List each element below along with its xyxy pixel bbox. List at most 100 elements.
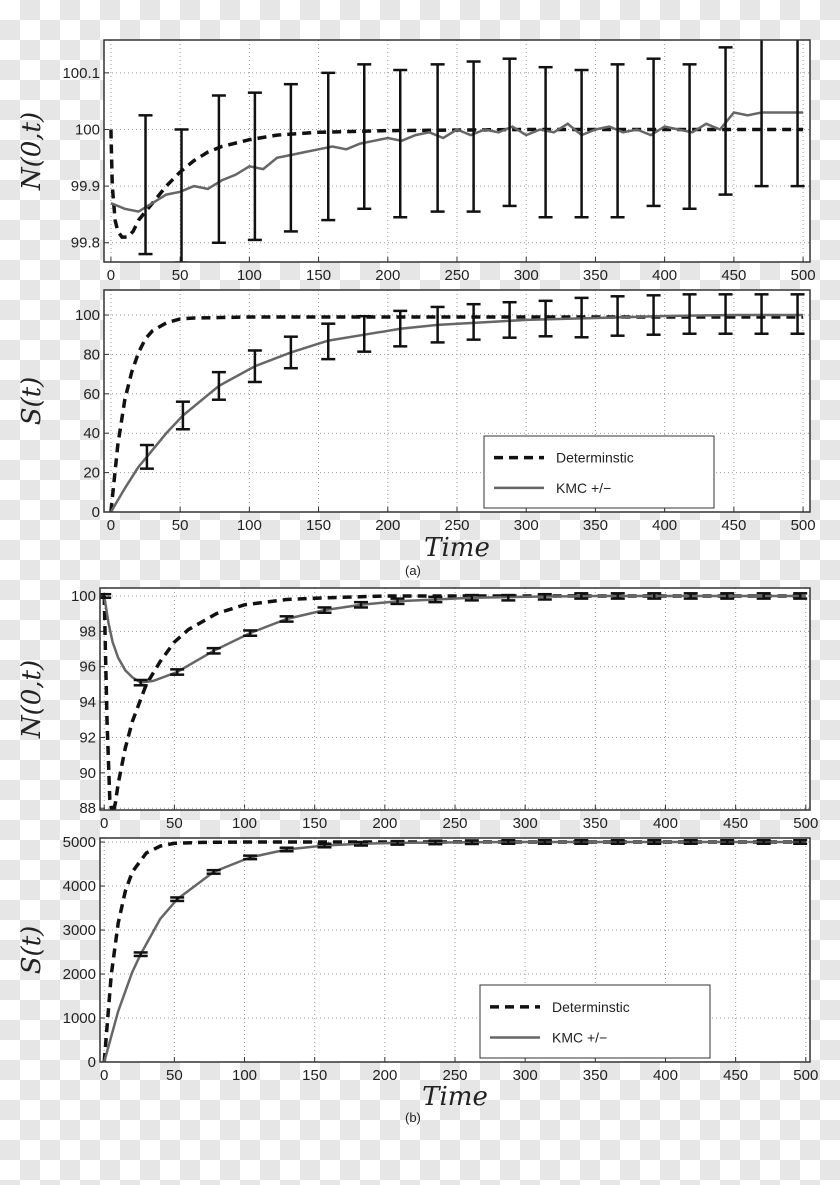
caption-b: (b) <box>405 1110 421 1125</box>
error-bar <box>537 838 552 846</box>
error-bar <box>466 302 481 341</box>
plot-frame <box>99 587 811 811</box>
error-bar <box>754 40 769 188</box>
error-bar <box>718 46 733 196</box>
x-tick-label: 0 <box>100 1067 108 1084</box>
y-tick-label: 3000 <box>63 922 96 939</box>
error-bar <box>428 595 443 604</box>
y-tick-label: 88 <box>79 800 96 817</box>
x-tick-label: 0 <box>107 517 115 534</box>
error-bar <box>353 600 368 609</box>
error-bar <box>682 293 697 335</box>
error-bar <box>206 868 221 875</box>
error-bar <box>247 91 262 242</box>
x-tick-label: 200 <box>375 517 400 534</box>
x-tick-label: 400 <box>653 815 678 832</box>
error-bar <box>538 299 553 338</box>
y-tick-label: 0 <box>88 1054 96 1071</box>
y-tick-label: 1000 <box>63 1010 96 1027</box>
x-tick-label: 150 <box>306 517 331 534</box>
x-tick-label: 250 <box>442 1067 467 1084</box>
series-kmc <box>110 111 804 213</box>
x-tick-label: 0 <box>107 267 115 284</box>
error-bar <box>138 114 153 256</box>
legend-label-deterministic: Determinstic <box>552 999 630 1015</box>
error-bar <box>279 615 294 623</box>
y-axis-label: N(0,t) <box>17 112 47 191</box>
error-bar <box>243 629 258 638</box>
error-bar <box>430 305 445 344</box>
error-bar <box>720 592 735 600</box>
x-tick-label: 500 <box>791 517 816 534</box>
plot-marks <box>109 40 805 262</box>
x-tick-label: 50 <box>172 267 189 284</box>
x-axis-label: Time <box>424 533 490 563</box>
x-tick-label: 150 <box>302 1067 327 1084</box>
error-bar <box>428 839 443 846</box>
y-tick-label: 98 <box>79 623 96 640</box>
x-tick-label: 400 <box>653 1067 678 1084</box>
series-deterministic <box>102 594 806 810</box>
error-bar <box>610 838 625 846</box>
x-tick-label: 100 <box>237 267 262 284</box>
x-tick-label: 300 <box>513 1067 538 1084</box>
error-bar <box>175 400 190 431</box>
chart-a-S: 0 50 100 150 200 250 300 350 400 450 500 0 20 40 60 80 1… <box>17 289 816 563</box>
error-bar <box>574 592 589 600</box>
x-tick-label: 500 <box>791 267 816 284</box>
y-tick-label: 92 <box>79 729 96 746</box>
error-bar <box>211 370 226 401</box>
legend-label-deterministic: Determinstic <box>556 450 634 466</box>
plot-frame <box>99 837 811 1063</box>
x-tick-label: 200 <box>372 1067 397 1084</box>
y-tick-label: 99.8 <box>71 235 100 252</box>
y-tick-label: 40 <box>83 425 100 442</box>
chart-b-N: 0 50 100 150 200 250 300 350 400 450 500 88 90 92 94 96… <box>17 587 818 832</box>
x-tick-label: 200 <box>375 267 400 284</box>
series-kmc <box>102 840 806 1062</box>
y-tick-label: 0 <box>92 504 100 521</box>
plot-marks <box>100 592 808 810</box>
y-axis-label: S(t) <box>17 377 47 426</box>
error-bar <box>430 63 445 213</box>
error-bar <box>501 593 516 602</box>
error-bar <box>321 322 336 361</box>
x-tick-label: 500 <box>793 815 818 832</box>
error-bar <box>683 838 698 846</box>
error-bar <box>574 296 589 339</box>
error-bar <box>247 349 262 384</box>
x-tick-label: 500 <box>793 1067 818 1084</box>
error-bar <box>610 592 625 600</box>
legend-label-kmc: KMC +/− <box>556 480 611 496</box>
error-bar <box>353 840 368 847</box>
error-bar <box>100 592 112 599</box>
error-bar <box>243 854 258 861</box>
error-bar <box>501 838 516 846</box>
x-tick-label: 200 <box>372 815 397 832</box>
x-tick-label: 450 <box>721 517 746 534</box>
error-bar <box>393 309 408 348</box>
x-tick-label: 350 <box>583 517 608 534</box>
y-tick-label: 96 <box>79 659 96 676</box>
error-bar <box>502 300 517 339</box>
x-tick-label: 450 <box>721 267 746 284</box>
y-tick-label: 5000 <box>63 834 96 851</box>
x-tick-label: 0 <box>100 815 108 832</box>
error-bar <box>538 65 553 219</box>
x-tick-label: 150 <box>302 815 327 832</box>
legend-box <box>483 435 715 509</box>
plot-frame <box>103 39 811 263</box>
error-bar <box>502 57 517 208</box>
x-tick-label: 50 <box>166 1067 183 1084</box>
caption-a: (a) <box>405 563 421 578</box>
x-tick-label: 250 <box>442 815 467 832</box>
error-bar <box>647 592 662 600</box>
error-bar <box>283 335 298 370</box>
x-tick-label: 450 <box>723 815 748 832</box>
y-tick-label: 100 <box>71 588 96 605</box>
error-bar <box>793 592 808 600</box>
x-tick-label: 350 <box>583 1067 608 1084</box>
error-bar <box>537 592 552 601</box>
x-tick-label: 250 <box>444 267 469 284</box>
